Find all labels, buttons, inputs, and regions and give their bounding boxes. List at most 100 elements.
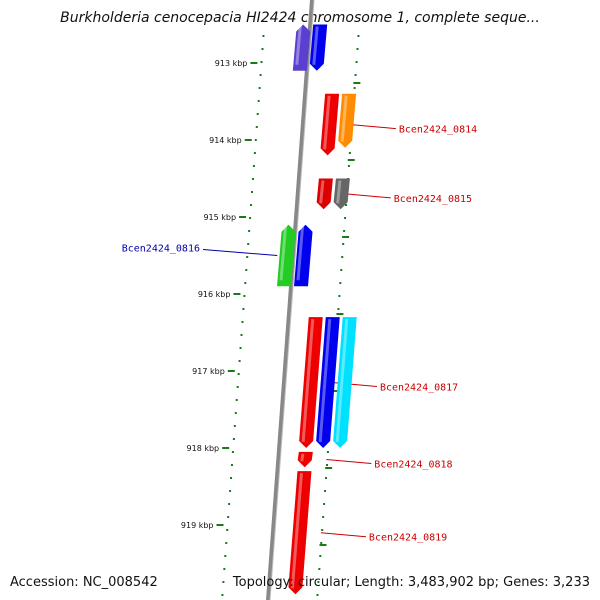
guide-dot: [225, 542, 228, 544]
guide-dot: [325, 464, 328, 466]
guide-dot: [255, 126, 258, 128]
accession-label: Accession: NC_008542: [10, 575, 158, 590]
guide-dot: [228, 503, 231, 505]
gene-highlight: [335, 318, 349, 443]
guide-dot: [224, 555, 227, 557]
guide-dot: [230, 464, 233, 466]
guide-dot: [232, 438, 235, 440]
backbone-line: [266, 0, 314, 600]
gene-label-leader: [350, 124, 396, 130]
gene-feature[interactable]: [316, 317, 340, 448]
gene-label[interactable]: Bcen2424_0819: [369, 533, 447, 544]
guide-dot: [322, 516, 325, 518]
guide-dot: [243, 295, 246, 297]
gene-label-leader: [320, 532, 366, 538]
guide-dot: [337, 308, 340, 310]
guide-dot: [340, 269, 343, 271]
guide-dot: [250, 204, 253, 206]
guide-dot: [253, 152, 256, 154]
gene-label[interactable]: Bcen2424_0818: [374, 460, 452, 471]
guide-dot: [231, 451, 234, 453]
guide-dot: [251, 178, 254, 180]
gene-label-leader: [345, 193, 391, 199]
gene-feature[interactable]: [320, 93, 340, 156]
gene-feature[interactable]: [309, 24, 328, 71]
guide-dot: [242, 308, 245, 310]
guide-dot: [325, 477, 328, 479]
guide-dot: [235, 399, 238, 401]
guide-dot: [262, 35, 265, 37]
gene-highlight: [312, 26, 319, 65]
gene-label[interactable]: Bcen2424_0815: [394, 194, 472, 205]
gene-highlight: [301, 318, 315, 443]
guide-dot: [234, 412, 237, 414]
gene-highlight: [319, 180, 325, 204]
guide-dot: [226, 529, 229, 531]
guide-dot: [239, 347, 242, 349]
tick-label: 916 kbp: [198, 290, 231, 299]
guide-dot: [339, 282, 342, 284]
guide-dot: [222, 581, 225, 583]
guide-dot: [261, 48, 264, 50]
guide-dot: [247, 243, 250, 245]
gene-highlight: [318, 318, 332, 443]
guide-dot: [320, 542, 323, 544]
gene-feature[interactable]: [338, 93, 357, 148]
gene-feature[interactable]: [299, 317, 323, 448]
guide-dot: [354, 74, 357, 76]
guide-dot: [236, 386, 239, 388]
gene-highlight: [295, 26, 302, 65]
gene-feature[interactable]: [333, 178, 350, 210]
gene-highlight: [290, 472, 303, 589]
guide-dot: [245, 269, 248, 271]
guide-dot: [326, 451, 329, 453]
guide-dot: [342, 243, 345, 245]
guide-dot: [221, 594, 224, 596]
gene-feature[interactable]: [333, 317, 357, 448]
guide-dot: [318, 568, 321, 570]
tick-label: 917 kbp: [192, 367, 225, 376]
guide-dot: [356, 48, 359, 50]
guide-dot: [254, 139, 257, 141]
guide-dot: [348, 152, 351, 154]
guide-dot: [260, 61, 263, 63]
guide-dot: [258, 87, 261, 89]
guide-dot: [250, 191, 253, 193]
tick-label: 913 kbp: [215, 59, 248, 68]
guide-dot: [259, 74, 262, 76]
guide-dot: [223, 568, 226, 570]
gene-highlight: [296, 226, 305, 281]
tick-label: 918 kbp: [187, 444, 220, 453]
gene-label[interactable]: Bcen2424_0816: [122, 244, 200, 255]
guide-dot: [227, 516, 230, 518]
gene-feature[interactable]: [297, 451, 313, 468]
gene-label-leader: [202, 249, 278, 256]
gene-feature[interactable]: [316, 178, 333, 210]
guide-dot: [316, 594, 319, 596]
guide-dot: [248, 230, 251, 232]
tick-label: 919 kbp: [181, 521, 214, 530]
guide-dot: [341, 256, 344, 258]
gene-feature[interactable]: [277, 224, 296, 287]
gene-feature[interactable]: [292, 24, 311, 71]
guide-dot: [324, 490, 327, 492]
backbone-highlight: [269, 0, 315, 600]
guide-dot: [353, 87, 356, 89]
gene-label[interactable]: Bcen2424_0814: [399, 125, 477, 136]
tick-label: 914 kbp: [209, 136, 242, 145]
guide-dot: [357, 35, 360, 37]
guide-dot: [338, 295, 341, 297]
guide-dot: [355, 61, 358, 63]
gene-feature[interactable]: [294, 224, 313, 287]
guide-dot: [244, 282, 247, 284]
guide-dot: [323, 503, 326, 505]
guide-dot: [256, 113, 259, 115]
gene-label[interactable]: Bcen2424_0817: [380, 383, 458, 394]
guide-dot: [240, 334, 243, 336]
gene-highlight: [279, 226, 288, 281]
gene-feature[interactable]: [288, 471, 312, 595]
guide-dot: [347, 165, 350, 167]
guide-dot: [252, 165, 255, 167]
topology-label: Topology: circular; Length: 3,483,902 bp…: [232, 575, 590, 590]
